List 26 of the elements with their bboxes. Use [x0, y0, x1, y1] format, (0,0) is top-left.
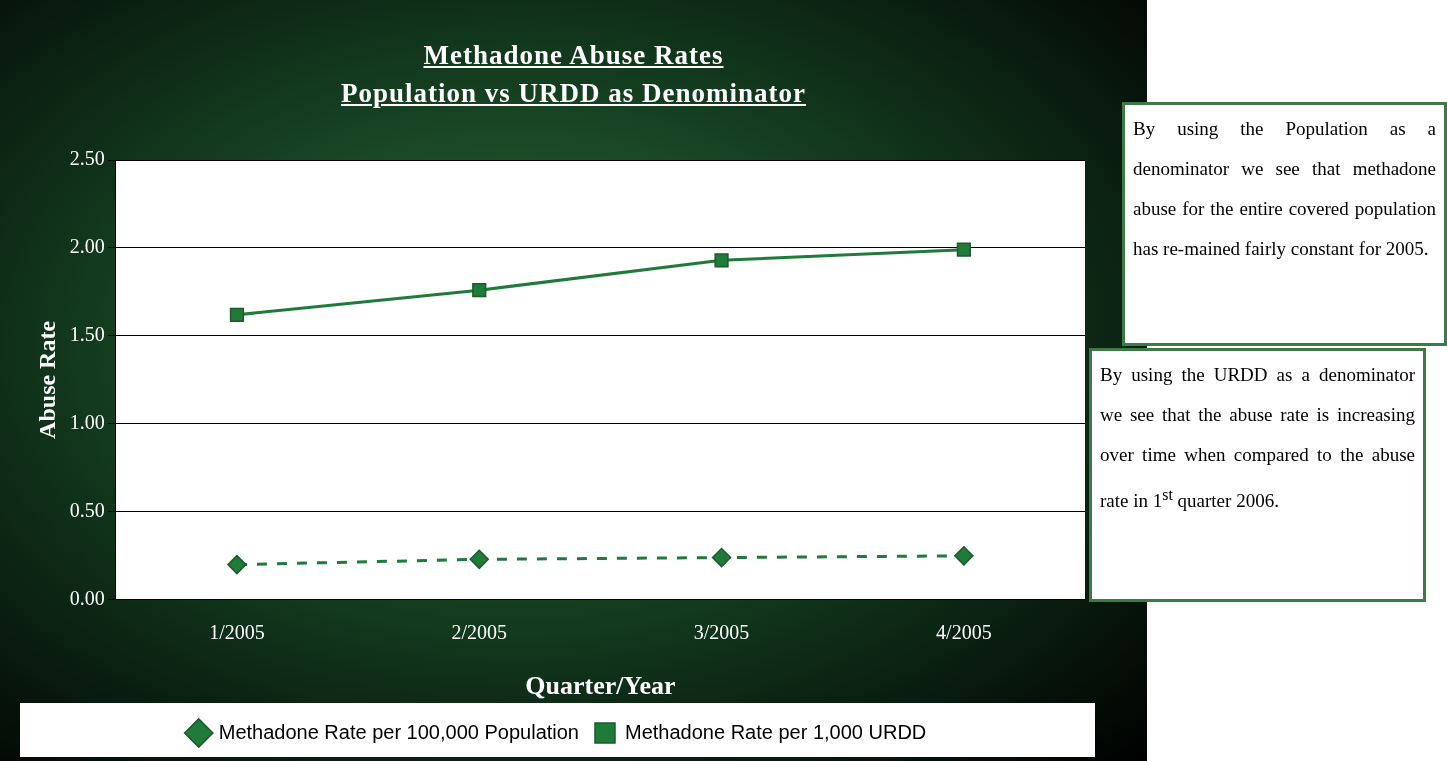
point: [469, 549, 489, 570]
legend-label: Methadone Rate per 100,000 Population: [218, 720, 579, 743]
point: [954, 546, 974, 566]
y-tick-label: 0.00: [69, 587, 105, 610]
point: [956, 242, 971, 257]
x-tick-label: 3/2005: [693, 621, 750, 644]
y-axis-title: Abuse Rate: [33, 320, 60, 439]
chart-subtitle: Population vs URDD as Denominator: [340, 78, 807, 108]
x-tick-label: 4/2005: [936, 621, 992, 644]
x-tick-label: 2/2005: [451, 621, 508, 644]
legend-label: Methadone Rate per 1,000 URDD: [625, 720, 927, 743]
y-tick-label: 0.50: [69, 499, 105, 522]
y-tick-label: 2.50: [69, 147, 105, 170]
point: [227, 554, 247, 575]
point: [711, 547, 732, 568]
text: By using the URDD as a denominator we see that the abuse rate is increasing over time when compared to the abuse rate in 1$^{st}$ quarter 2006.: [1100, 364, 1415, 512]
point: [472, 283, 487, 298]
y-tick-label: 1.50: [69, 323, 105, 346]
x-axis-title: Quarter/Year: [525, 671, 676, 701]
point: [229, 307, 245, 322]
x-tick-label: 1/2005: [209, 621, 265, 644]
point: [714, 253, 729, 268]
text: By using the Population as a denominator we see that methadone abuse for the entire covered population has re-mained fairly constant for 2005.: [1122, 102, 1447, 346]
y-tick-label: 1.00: [69, 411, 105, 434]
chart-title: Methadone Abuse Rates: [423, 40, 724, 70]
y-tick-label: 2.00: [69, 235, 105, 258]
